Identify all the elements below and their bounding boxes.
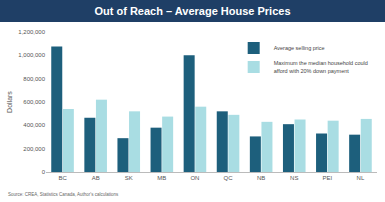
- svg-text:200,000: 200,000: [23, 146, 45, 152]
- svg-text:Dollars: Dollars: [6, 91, 13, 113]
- svg-text:MB: MB: [157, 175, 166, 181]
- svg-text:1,000,000: 1,000,000: [18, 52, 45, 58]
- svg-text:NB: NB: [257, 175, 265, 181]
- svg-text:BC: BC: [58, 175, 67, 181]
- svg-text:0: 0: [42, 169, 46, 175]
- svg-text:SK: SK: [125, 175, 133, 181]
- svg-text:NL: NL: [357, 175, 365, 181]
- svg-text:NS: NS: [290, 175, 298, 181]
- svg-text:Out of Reach – Average House P: Out of Reach – Average House Prices: [94, 5, 290, 17]
- svg-text:AB: AB: [92, 175, 100, 181]
- svg-text:QC: QC: [224, 175, 234, 181]
- svg-text:Average selling price: Average selling price: [274, 45, 325, 51]
- svg-text:Source: CREA, Statistics Canad: Source: CREA, Statistics Canada, Author'…: [8, 192, 119, 197]
- svg-text:ON: ON: [190, 175, 199, 181]
- svg-text:600,000: 600,000: [23, 99, 45, 105]
- svg-text:800,000: 800,000: [23, 76, 45, 82]
- svg-text:1,200,000: 1,200,000: [18, 29, 45, 35]
- svg-text:PEI: PEI: [323, 175, 333, 181]
- svg-text:Maximum the median household c: Maximum the median household couldafford…: [274, 60, 368, 73]
- svg-text:400,000: 400,000: [23, 122, 45, 128]
